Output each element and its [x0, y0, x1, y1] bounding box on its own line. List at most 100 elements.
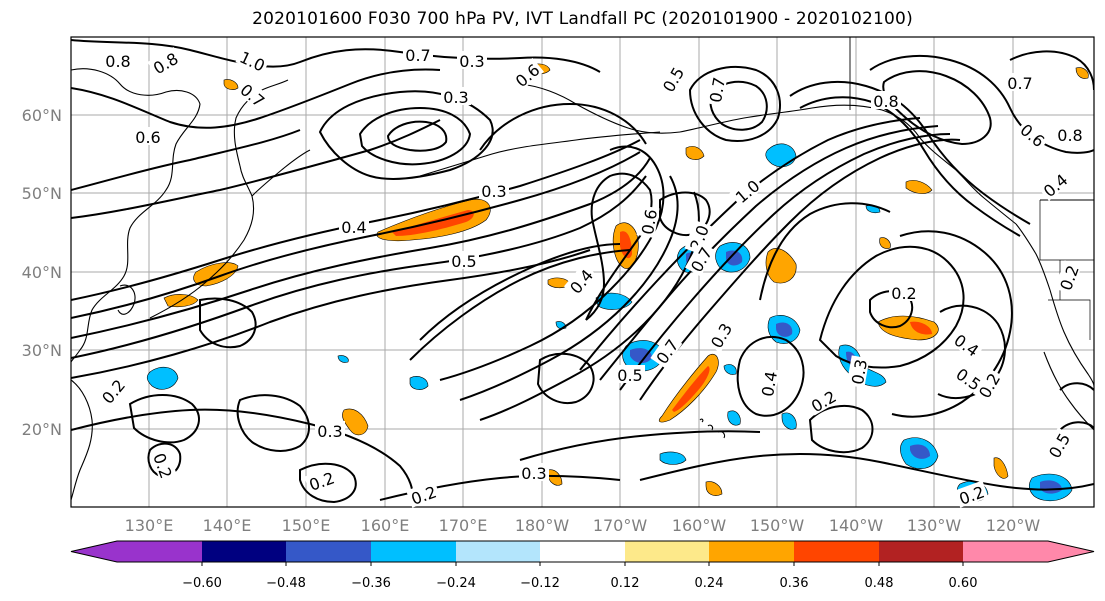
svg-text:0.3: 0.3	[459, 52, 484, 71]
longitude-label: 160°E	[361, 516, 410, 535]
svg-text:0.3: 0.3	[481, 182, 506, 201]
longitude-label: 150°E	[282, 516, 331, 535]
pv-contour	[71, 408, 414, 501]
longitude-label: 170°E	[439, 516, 488, 535]
latitude-label: 20°N	[22, 420, 62, 439]
negative-anomaly	[146, 366, 179, 390]
pv-contours	[71, 39, 1094, 504]
contour-labels: 0.8 0.8 1.00.70.60.7 0.3 0.6 0.50.3 0.80.70.6 0…	[95, 45, 1085, 509]
pv-contour	[891, 230, 1013, 418]
coastline-bc	[1015, 223, 1051, 291]
positive-anomaly	[993, 457, 1009, 479]
colorbar-tick-label: −0.12	[520, 576, 560, 591]
pv-contour	[318, 90, 494, 180]
svg-text:0.3: 0.3	[317, 422, 342, 441]
pv-contour	[688, 65, 781, 142]
longitude-labels: 130°E 140°E 150°E 160°E 170°E 180°W 170°W 160°W…	[125, 516, 1041, 535]
contour-label: 0.2	[889, 283, 919, 303]
contour-label: 0.8	[871, 91, 901, 111]
pv-contour	[519, 430, 761, 461]
contour-label: 0.6	[133, 127, 163, 147]
pv-contour	[585, 172, 653, 321]
colorbar-tick-label: −0.48	[266, 576, 306, 591]
contour-label: 0.7	[236, 77, 271, 111]
longitude-label: 180°W	[515, 516, 570, 535]
pv-contour	[869, 54, 1094, 154]
svg-text:0.3: 0.3	[848, 358, 871, 386]
contour-label: 0.5	[615, 365, 645, 385]
positive-anomaly	[342, 408, 369, 436]
positive-anomaly	[1075, 67, 1089, 79]
pv-contour	[619, 133, 951, 391]
positive-anomaly	[193, 262, 239, 287]
longitude-label: 150°W	[750, 516, 805, 535]
pv-contour	[1059, 421, 1094, 431]
pv-contour	[236, 394, 310, 452]
colorbar-tick-label: −0.60	[182, 576, 222, 591]
colorbar-tick-label: 0.48	[865, 576, 894, 591]
pv-contour	[299, 462, 357, 504]
positive-anomaly	[685, 146, 705, 160]
pv-contour	[71, 68, 441, 129]
colorbar-segment	[625, 541, 709, 562]
pv-contour	[818, 245, 965, 369]
coastline-kuril	[251, 149, 311, 197]
negative-anomaly	[409, 376, 429, 390]
contour-label: 0.3	[441, 87, 471, 107]
pv-contour	[419, 243, 621, 341]
colorbar-tick-label: 0.60	[949, 576, 978, 591]
contour-label: 0.3	[457, 51, 487, 71]
pv-contour	[71, 151, 641, 319]
negative-anomaly	[727, 410, 741, 426]
colorbar-extend-high	[1048, 541, 1094, 562]
coastline-asia	[71, 68, 201, 363]
negative-anomaly-core	[630, 348, 652, 364]
pv-contour	[639, 138, 961, 401]
svg-text:0.3: 0.3	[443, 88, 468, 107]
longitude-label: 140°E	[203, 516, 252, 535]
contour-label: 0.3	[519, 463, 549, 483]
pv-contour	[799, 96, 1021, 237]
pv-contour	[536, 352, 595, 404]
coastline-alaska-west	[519, 83, 681, 134]
colorbar-segment	[879, 541, 963, 562]
pv-contour	[128, 394, 200, 444]
svg-text:0.4: 0.4	[758, 370, 781, 398]
pv-contour	[736, 335, 805, 417]
contour-label: 0.8	[1055, 125, 1085, 145]
colorbar-tick-label: 0.24	[695, 576, 724, 591]
pv-contour	[409, 249, 631, 361]
pv-contour	[439, 145, 665, 381]
longitude-label: 130°W	[907, 516, 962, 535]
longitude-label: 140°W	[829, 516, 884, 535]
colorbar-segment	[794, 541, 879, 562]
contour-label: 0.3	[315, 421, 345, 441]
pv-contour	[479, 102, 647, 151]
svg-text:0.8: 0.8	[1057, 126, 1082, 145]
positive-anomaly-core	[910, 321, 932, 335]
positive-anomaly	[879, 237, 891, 249]
longitude-label: 170°W	[593, 516, 648, 535]
contour-label: 0.4	[756, 367, 781, 400]
pv-contour	[599, 125, 939, 381]
colorbar-segment	[540, 541, 625, 562]
svg-text:0.6: 0.6	[638, 208, 661, 236]
longitude-label: 130°E	[125, 516, 174, 535]
positive-anomaly	[223, 79, 239, 90]
colorbar-tick-label: 0.12	[611, 576, 640, 591]
pv-contour	[709, 80, 768, 131]
contour-label: 0.3	[846, 355, 871, 388]
svg-text:0.3: 0.3	[521, 464, 546, 483]
coastline-japan	[149, 165, 255, 319]
negative-anomaly	[659, 451, 687, 465]
coastline-us-west	[1049, 289, 1094, 387]
contour-label: 0.6	[636, 205, 661, 238]
latitude-labels: 60°N 50°N 40°N 30°N 20°N	[22, 106, 62, 439]
svg-text:0.2: 0.2	[891, 284, 916, 303]
svg-text:0.6: 0.6	[135, 128, 160, 147]
longitude-label: 160°W	[672, 516, 727, 535]
colorbar-tick-label: −0.24	[436, 576, 476, 591]
contour-label: 0.8	[103, 51, 133, 71]
colorbar-tick-label: −0.36	[351, 576, 391, 591]
